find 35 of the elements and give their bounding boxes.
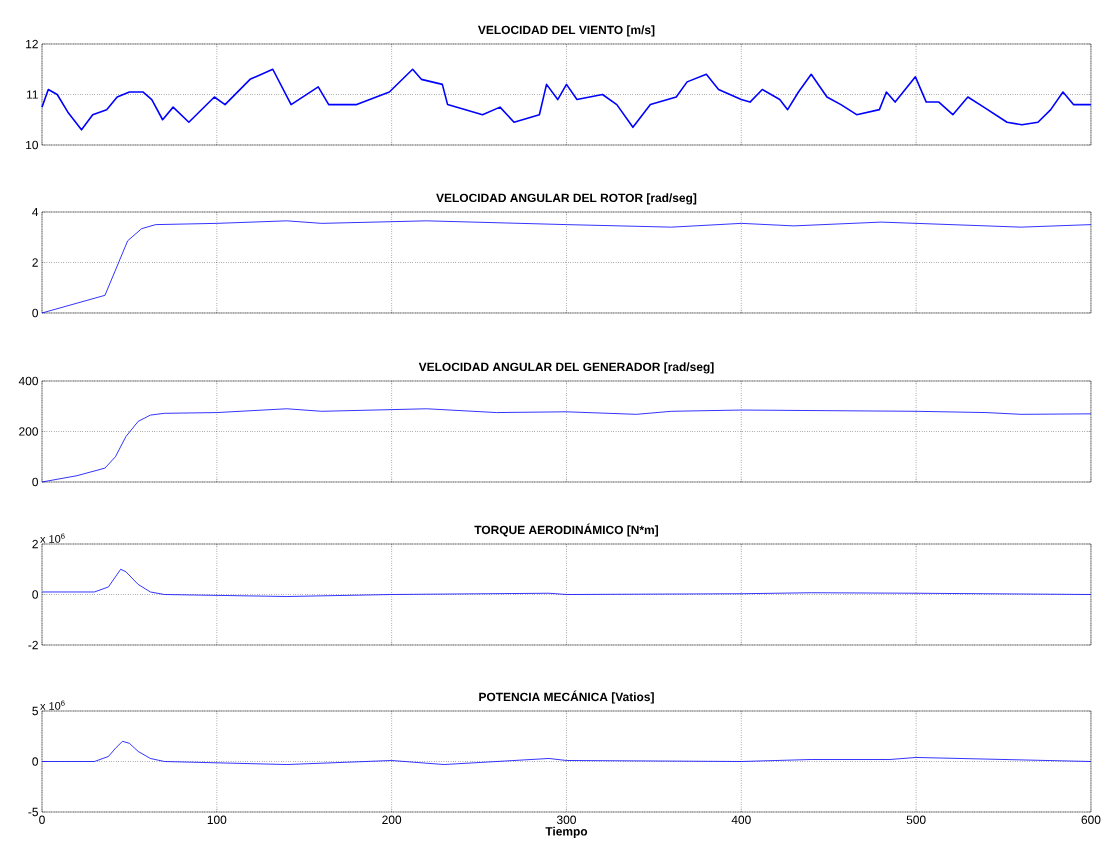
y-tick-label: 0 [32,590,39,599]
y-tick-label: 4 [32,207,39,217]
y-tick-label: 400 [18,376,39,386]
chart-title: VELOCIDAD ANGULAR DEL ROTOR [rad/seg] [436,193,697,205]
y-tick-label: 0 [32,757,39,766]
y-tick-label: 2 [32,539,38,549]
y-tick-label: 11 [26,90,38,99]
y-tick-label: 10 [26,140,39,150]
x-tick-label: 100 [207,815,227,824]
text: x 10$^{6}$ [40,700,65,710]
line-series [41,568,1092,597]
chart-title: VELOCIDAD ANGULAR DEL GENERADOR [rad/seg] [418,362,714,374]
y-tick-label: 2 [32,258,38,267]
line-series [41,220,1092,314]
y-tick-label: 12 [26,39,38,49]
chart-title: VELOCIDAD DEL VIENTO [m/s] [477,25,655,37]
y-tick-label: 200 [19,427,39,436]
y-tick-label: 5 [32,706,38,716]
x-tick-label: 500 [906,815,926,824]
y-tick-label: -2 [28,640,38,650]
x-tick-label: 300 [556,815,576,824]
y-tick-label: -5 [28,807,38,817]
y-tick-label: 0 [32,308,39,318]
chart-title: TORQUE AERODINÁMICO [N*m] [474,523,658,537]
line-series [41,408,1092,483]
text: x 10$^{6}$ [40,533,65,543]
line-series [41,68,1092,131]
x-tick-label: 600 [1081,815,1101,824]
line-series [41,740,1092,765]
x-tick-label: 400 [731,815,751,824]
x-tick-label: 0 [39,815,45,824]
x-axis-title: Tiempo [545,826,588,838]
y-tick-label: 0 [32,477,39,487]
x-tick-label: 200 [382,815,402,824]
chart-title: POTENCIA MECÁNICA [Vatios] [479,690,654,704]
